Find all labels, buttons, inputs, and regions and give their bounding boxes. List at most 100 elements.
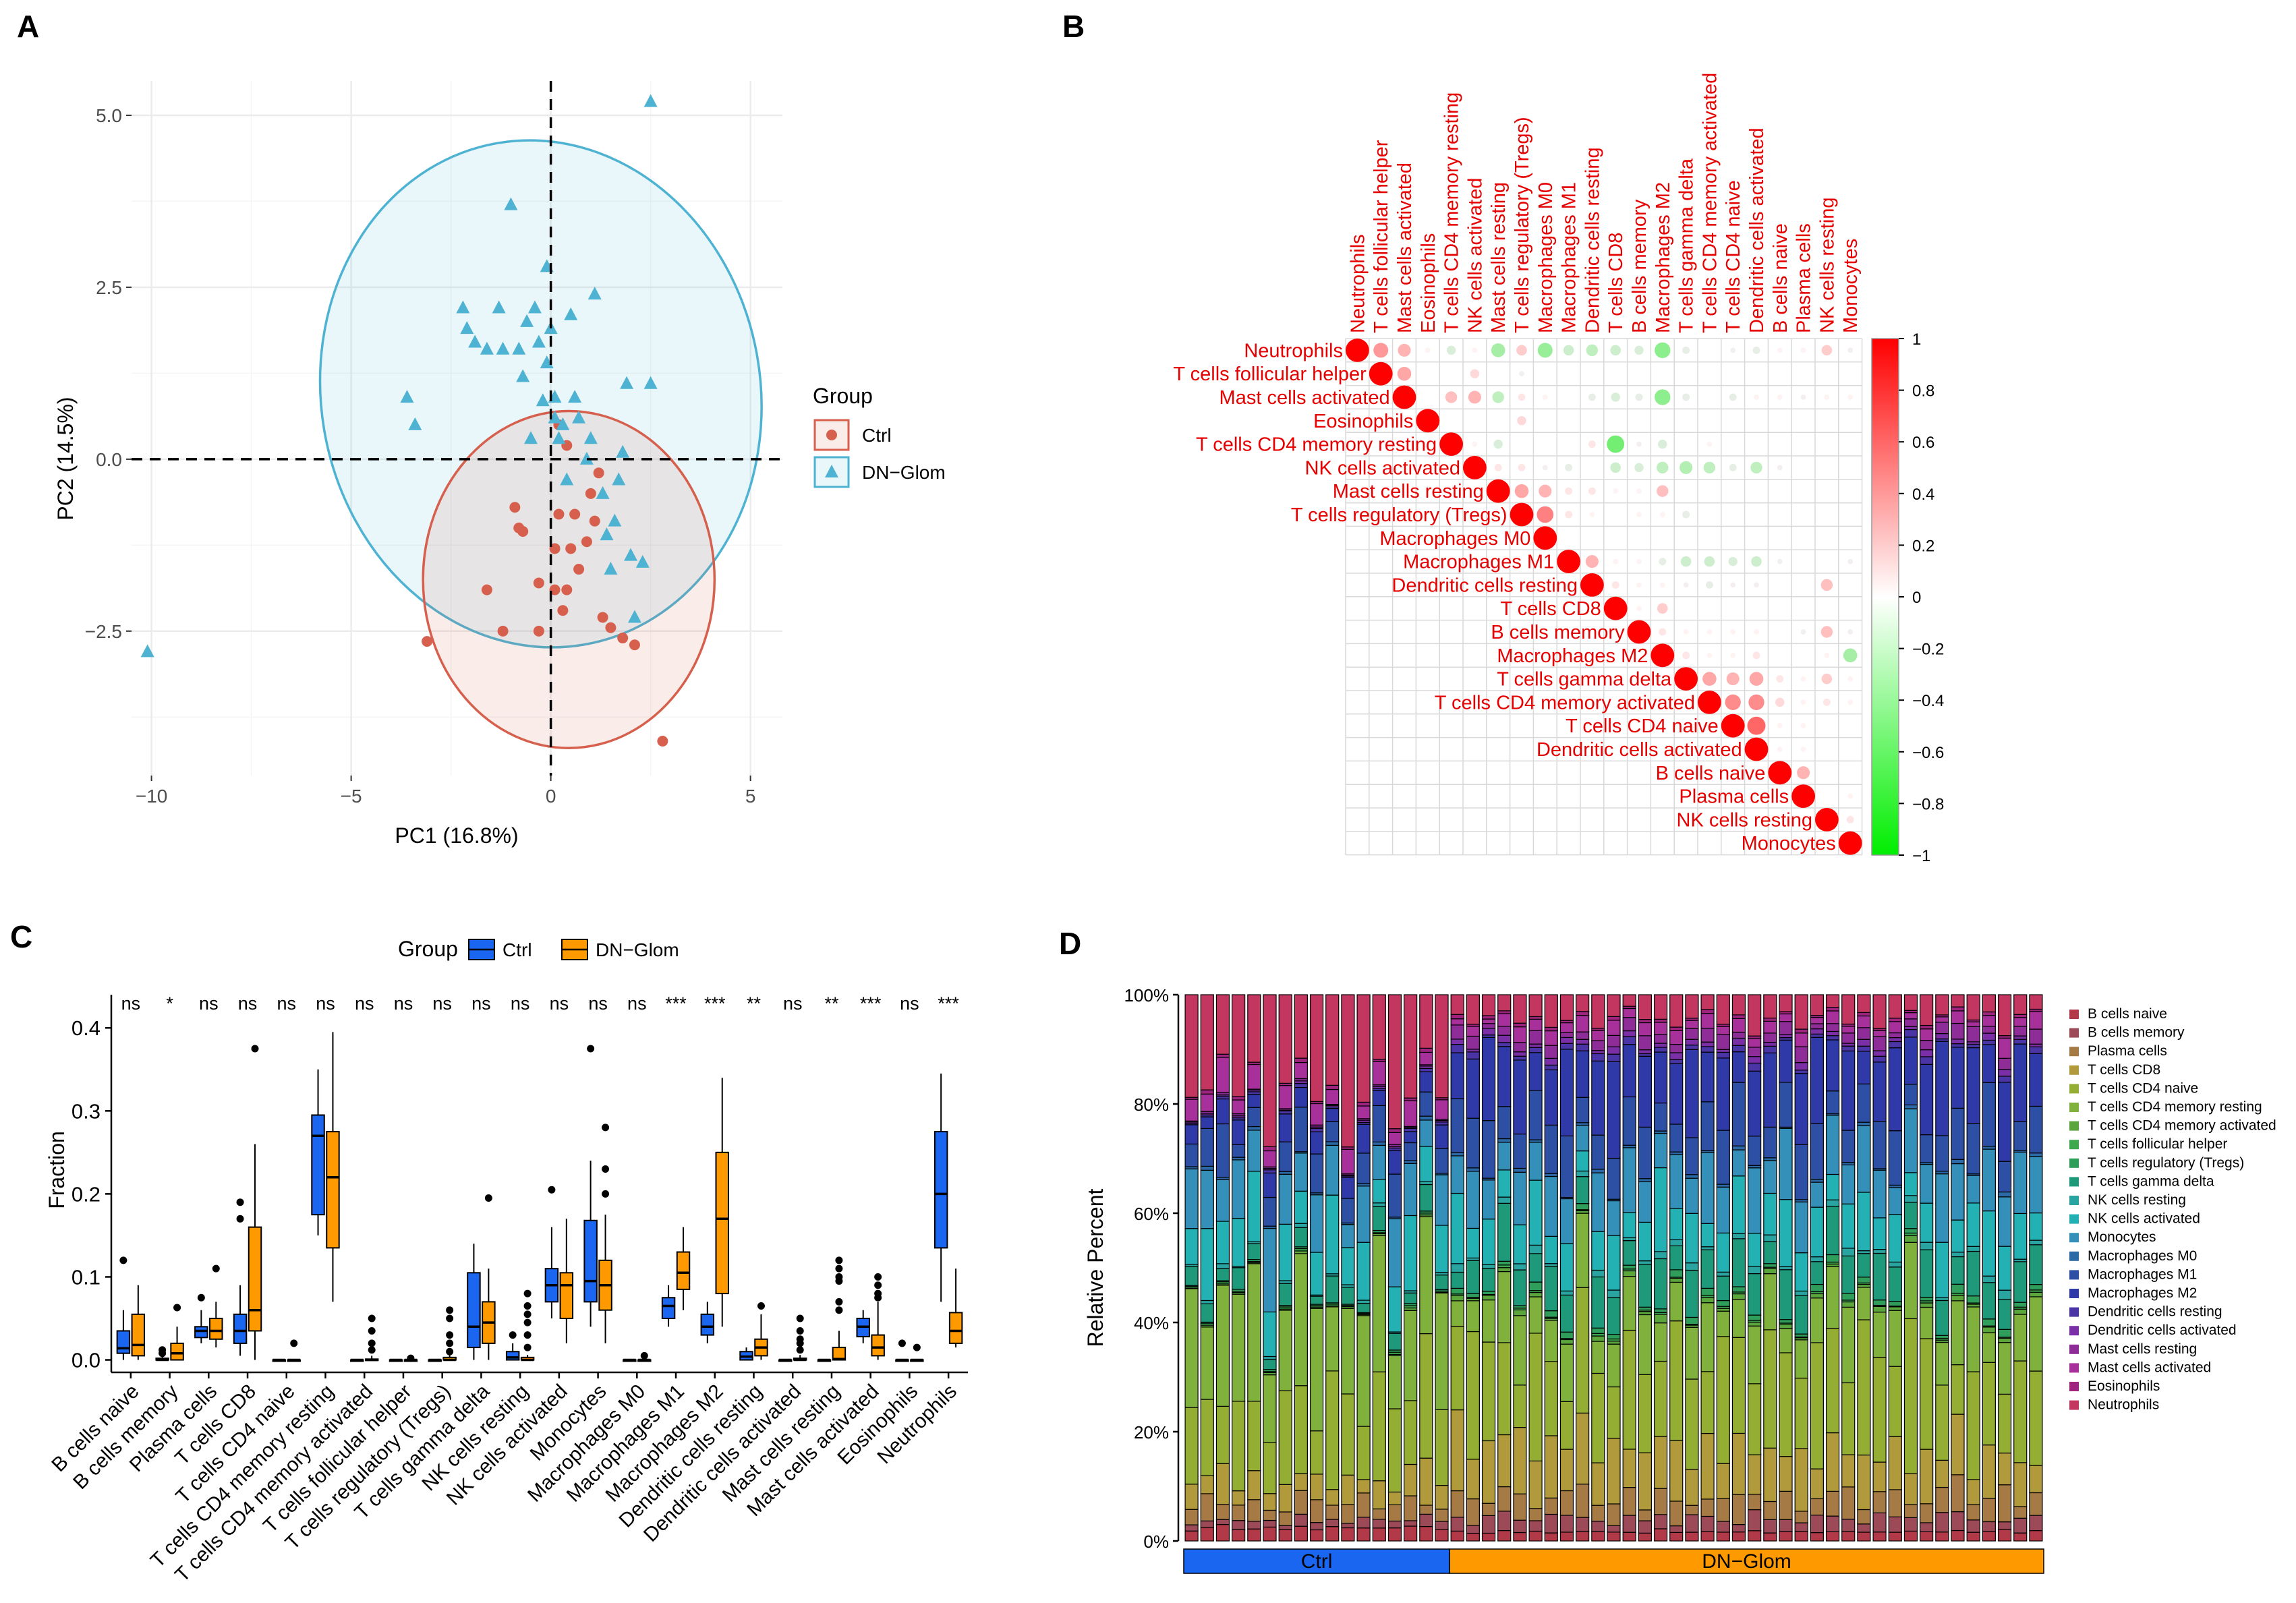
stacked-bar-segment bbox=[1935, 1532, 1949, 1542]
pca-point-ctrl bbox=[517, 525, 529, 537]
stacked-bar-segment bbox=[1653, 1018, 1668, 1023]
stacked-bar-segment bbox=[1951, 1047, 1965, 1109]
corr-cell-circle bbox=[1825, 747, 1829, 751]
box-dn-glom-box bbox=[209, 1318, 223, 1340]
corr-cell-circle bbox=[1754, 419, 1758, 423]
stacked-bar-segment bbox=[1763, 1018, 1777, 1022]
corr-cell-circle bbox=[1776, 675, 1784, 683]
stacked-bar-segment bbox=[1263, 1442, 1277, 1494]
stacked-bar-segment bbox=[1841, 994, 1856, 1025]
stacked-bar-segment bbox=[1700, 1432, 1715, 1500]
stacked-bar-segment bbox=[1951, 1039, 1965, 1045]
stacked-bar-segment bbox=[1638, 1260, 1652, 1265]
corr-cell-circle bbox=[1778, 513, 1782, 517]
stacked-bar-segment bbox=[1309, 1474, 1324, 1500]
stacked-bar-segment bbox=[1951, 1043, 1965, 1048]
stacked-bar-segment bbox=[1748, 1167, 1762, 1234]
stacked-bar-segment bbox=[1700, 1152, 1715, 1224]
corr-cell-circle bbox=[1707, 419, 1711, 423]
corr-cell-circle bbox=[1730, 347, 1736, 353]
pca-point-ctrl bbox=[593, 467, 604, 479]
stacked-bar-segment bbox=[1638, 1126, 1652, 1179]
stacked-bar-segment bbox=[1450, 1263, 1464, 1273]
stacked-bar-segment bbox=[1200, 1399, 1214, 1476]
stacked-bar-segment bbox=[1685, 1137, 1699, 1175]
stacked-bar-segment bbox=[1825, 1035, 1840, 1041]
stacked-bar-segment bbox=[1466, 994, 1480, 1025]
stacked-bar-segment bbox=[1576, 1011, 1590, 1016]
stacked-bar-segment bbox=[2029, 1515, 2043, 1532]
stacked-bar-segment bbox=[1872, 1252, 1887, 1301]
corr-row-label: T cells CD4 memory resting bbox=[1196, 434, 1437, 456]
stacked-bar-segment bbox=[1356, 1300, 1371, 1304]
corr-row-label: Eosinophils bbox=[1313, 411, 1413, 432]
stacked-bar-segment bbox=[1731, 1045, 1746, 1053]
stacked-bar-segment bbox=[1982, 1044, 1996, 1083]
stacked-bar-segment bbox=[1435, 1274, 1449, 1290]
stacked-bar-segment bbox=[1372, 1105, 1386, 1142]
stacked-bar-segment bbox=[1528, 1018, 1543, 1031]
stacked-bar-segment bbox=[1763, 1532, 1777, 1542]
stacked-bar-segment bbox=[1872, 1300, 1887, 1306]
stacked-y-tick-label: 0% bbox=[1143, 1532, 1169, 1552]
stacked-bar-segment bbox=[1748, 994, 1762, 1037]
stacked-bar-segment bbox=[1997, 1529, 2012, 1542]
stacked-bar-segment bbox=[1779, 1328, 1793, 1353]
stacked-bar-segment bbox=[1513, 1167, 1527, 1173]
stacked-bar-segment bbox=[1263, 994, 1277, 1147]
stacked-legend-swatch bbox=[2069, 1158, 2079, 1168]
stacked-bar-segment bbox=[1685, 1213, 1699, 1264]
corr-cell-circle bbox=[1749, 672, 1764, 686]
stacked-bar-segment bbox=[1325, 1141, 1340, 1146]
stacked-bar-segment bbox=[1341, 1198, 1355, 1224]
stacked-bar-segment bbox=[1982, 1445, 1996, 1499]
stacked-bar-segment bbox=[1232, 1529, 1246, 1542]
stacked-bar-segment bbox=[1513, 1385, 1527, 1428]
stacked-bar-segment bbox=[1685, 1269, 1699, 1318]
stacked-bar-segment bbox=[1841, 1050, 1856, 1131]
stacked-bar-segment bbox=[1716, 1186, 1730, 1233]
corr-cell-circle bbox=[1825, 372, 1829, 376]
stacked-bar-segment bbox=[1825, 1023, 1840, 1032]
stacked-bar-segment bbox=[1622, 1044, 1636, 1098]
corr-cell-circle bbox=[1731, 419, 1735, 423]
stacked-bar-segment bbox=[1309, 1153, 1324, 1194]
stacked-bar-segment bbox=[1857, 1039, 1871, 1047]
corr-cell-circle bbox=[1637, 419, 1641, 423]
stacked-bar-segment bbox=[1841, 1203, 1856, 1249]
stacked-bar-segment bbox=[1232, 994, 1246, 1097]
stacked-bar-segment bbox=[1857, 1509, 1871, 1525]
box-legend-label-ctrl: Ctrl bbox=[503, 939, 532, 960]
stacked-bar-segment bbox=[1872, 1512, 1887, 1533]
stacked-bar-segment bbox=[1576, 1531, 1590, 1542]
stacked-bar-segment bbox=[1685, 1316, 1699, 1325]
stacked-bar-segment bbox=[1935, 1335, 1949, 1339]
stacked-bar-segment bbox=[1528, 1333, 1543, 1462]
corr-cell-circle bbox=[1493, 439, 1503, 449]
stacked-bar-segment bbox=[1278, 1085, 1292, 1109]
stacked-bar-segment bbox=[1278, 1280, 1292, 1284]
stacked-bar-segment bbox=[1513, 1315, 1527, 1386]
corr-cell-circle bbox=[1777, 747, 1783, 752]
corr-cell-circle bbox=[1613, 419, 1617, 423]
stacked-legend-swatch bbox=[2069, 1344, 2079, 1354]
stacked-bar-segment bbox=[1247, 1499, 1261, 1522]
corr-cell-circle bbox=[1707, 395, 1711, 399]
stacked-bar-segment bbox=[1810, 1298, 1824, 1343]
stacked-bar-segment bbox=[1997, 1191, 2012, 1198]
corr-cell-circle bbox=[1729, 463, 1737, 471]
stacked-bar-segment bbox=[1356, 1153, 1371, 1184]
stacked-bar-segment bbox=[1278, 1310, 1292, 1391]
stacked-bar-segment bbox=[1278, 1173, 1292, 1225]
stacked-bar-segment bbox=[1810, 1037, 1824, 1124]
stacked-bar-segment bbox=[1763, 1042, 1777, 1047]
stacked-bar-segment bbox=[1278, 1511, 1292, 1526]
stacked-legend-swatch bbox=[2069, 1140, 2079, 1150]
corr-cell-circle bbox=[1768, 761, 1792, 785]
stacked-bar-segment bbox=[1841, 1301, 1856, 1308]
stacked-bar-segment bbox=[1841, 1130, 1856, 1163]
pca-point-dn-glom bbox=[643, 376, 658, 389]
stacked-bar-segment bbox=[1591, 1335, 1605, 1342]
pca-point-dn-glom bbox=[556, 417, 570, 430]
stacked-bar-segment bbox=[1903, 1108, 1918, 1173]
